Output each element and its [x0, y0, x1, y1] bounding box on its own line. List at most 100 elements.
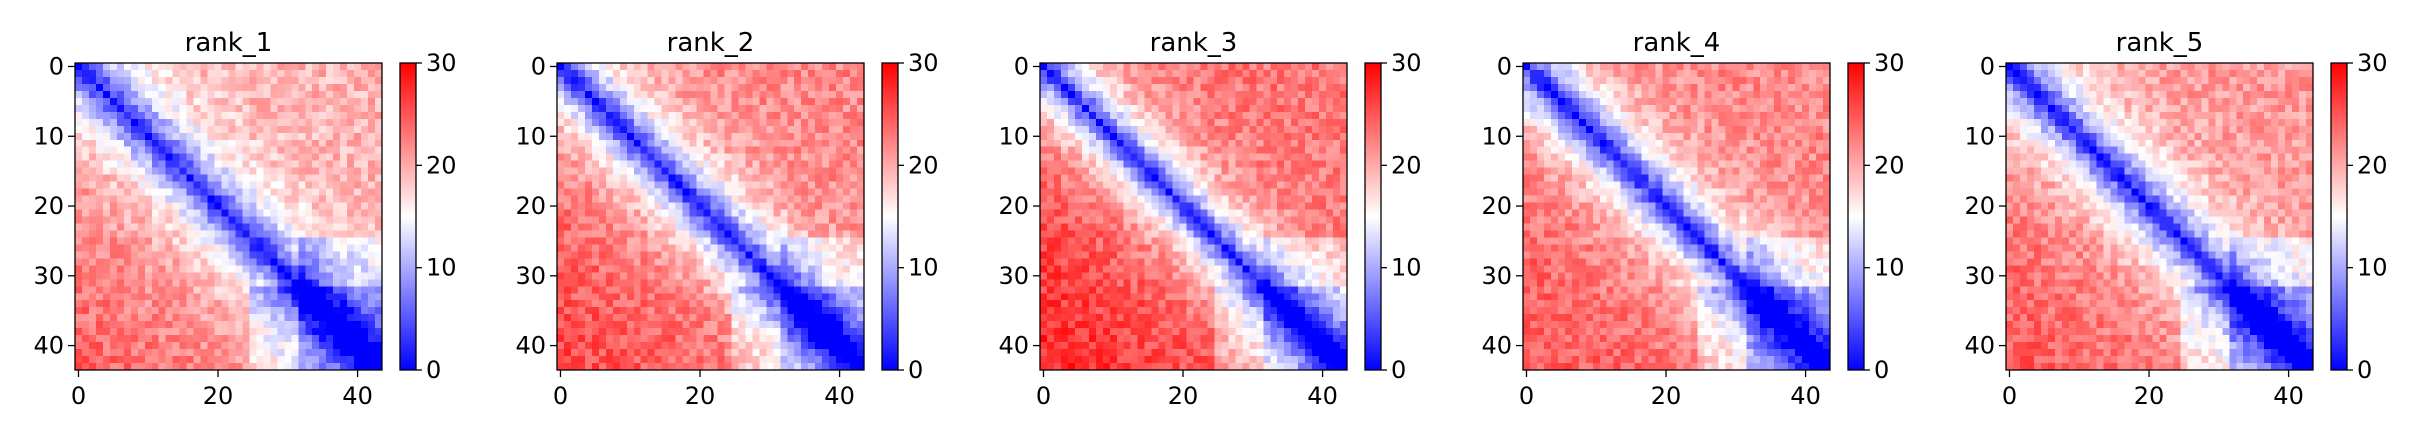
heatmap-cell: [766, 181, 774, 190]
heatmap-cell: [808, 279, 816, 287]
heatmap-cell: [81, 63, 90, 71]
heatmap-cell: [109, 83, 118, 92]
heatmap-cell: [710, 202, 719, 211]
heatmap-cell: [179, 314, 188, 322]
heatmap-cell: [375, 314, 383, 322]
heatmap-cell: [137, 363, 146, 371]
heatmap-cell: [1060, 118, 1069, 127]
heatmap-cell: [179, 223, 188, 232]
heatmap-cell: [1046, 160, 1055, 169]
heatmap-cell: [1179, 90, 1188, 99]
heatmap-cell: [794, 265, 802, 273]
heatmap-cell: [689, 265, 698, 273]
heatmap-cell: [689, 111, 698, 120]
heatmap-cell: [717, 63, 726, 71]
heatmap-cell: [808, 146, 816, 155]
heatmap-cell: [808, 160, 816, 169]
heatmap-cell: [563, 251, 572, 259]
heatmap-cell: [640, 125, 649, 134]
heatmap-cell: [731, 125, 740, 134]
heatmap-cell: [298, 104, 306, 113]
heatmap-cell: [731, 342, 740, 350]
heatmap-cell: [675, 258, 684, 266]
heatmap-cell: [557, 188, 565, 197]
heatmap-cell: [654, 321, 663, 329]
heatmap-cell: [214, 300, 223, 308]
heatmap-cell: [95, 286, 104, 294]
heatmap-cell: [563, 342, 572, 350]
heatmap-cell: [822, 328, 830, 336]
heatmap-cell: [605, 335, 614, 343]
heatmap-cell: [745, 111, 753, 120]
heatmap-cell: [1067, 181, 1076, 190]
heatmap-cell: [319, 125, 327, 134]
heatmap-cell: [123, 314, 132, 322]
heatmap-cell: [144, 174, 153, 183]
heatmap-cell: [144, 76, 153, 85]
heatmap-cell: [815, 167, 823, 176]
heatmap-cell: [710, 244, 719, 252]
heatmap-cell: [186, 230, 195, 239]
heatmap-cell: [109, 279, 118, 287]
heatmap-cell: [612, 230, 621, 239]
heatmap-cell: [228, 69, 237, 78]
heatmap-cell: [682, 335, 691, 343]
heatmap-cell: [305, 258, 313, 266]
heatmap-cell: [130, 195, 139, 204]
heatmap-cell: [773, 153, 781, 162]
heatmap-cell: [130, 237, 139, 246]
heatmap-cell: [284, 335, 292, 343]
heatmap-cell: [619, 111, 628, 120]
heatmap-cell: [179, 160, 188, 169]
heatmap-cell: [1130, 195, 1139, 204]
heatmap-cell: [577, 251, 586, 259]
heatmap-cell: [752, 272, 760, 280]
heatmap-cell: [221, 90, 230, 99]
heatmap-cell: [647, 111, 656, 120]
heatmap-cell: [193, 265, 202, 273]
heatmap-cell: [857, 363, 865, 371]
heatmap-cell: [214, 118, 223, 127]
heatmap-cell: [647, 69, 656, 78]
heatmap-cell: [165, 237, 174, 246]
heatmap-cell: [235, 223, 244, 232]
heatmap-cell: [682, 132, 691, 141]
heatmap-cell: [249, 202, 258, 211]
heatmap-cell: [633, 265, 642, 273]
heatmap-cell: [815, 363, 823, 371]
heatmap-cell: [633, 314, 642, 322]
heatmap-cell: [95, 223, 104, 232]
heatmap-cell: [347, 153, 355, 162]
heatmap-cell: [731, 321, 740, 329]
heatmap-cell: [1256, 132, 1264, 141]
heatmap-cell: [717, 132, 726, 141]
heatmap-cell: [612, 244, 621, 252]
heatmap-cell: [1088, 76, 1097, 85]
heatmap-cell: [109, 63, 118, 71]
heatmap-cell: [605, 321, 614, 329]
heatmap-cell: [1305, 83, 1313, 92]
heatmap-cell: [165, 286, 174, 294]
heatmap-cell: [759, 279, 767, 287]
heatmap-cell: [221, 286, 230, 294]
heatmap-cell: [668, 321, 677, 329]
heatmap-cell: [1040, 181, 1048, 190]
heatmap-cell: [689, 314, 698, 322]
heatmap-cell: [605, 237, 614, 246]
heatmap-cell: [1235, 132, 1243, 141]
heatmap-cell: [626, 314, 635, 322]
heatmap-cell: [829, 174, 837, 183]
heatmap-cell: [612, 356, 621, 364]
heatmap-cell: [731, 69, 740, 78]
heatmap-cell: [319, 300, 327, 308]
heatmap-cell: [326, 258, 334, 266]
heatmap-cell: [661, 83, 670, 92]
heatmap-cell: [1319, 69, 1327, 78]
heatmap-cell: [794, 321, 802, 329]
heatmap-cell: [144, 244, 153, 252]
heatmap-cell: [633, 195, 642, 204]
heatmap-cell: [1270, 188, 1278, 197]
heatmap-cell: [1151, 83, 1160, 92]
heatmap-cell: [626, 97, 635, 106]
heatmap-cell: [668, 118, 677, 127]
